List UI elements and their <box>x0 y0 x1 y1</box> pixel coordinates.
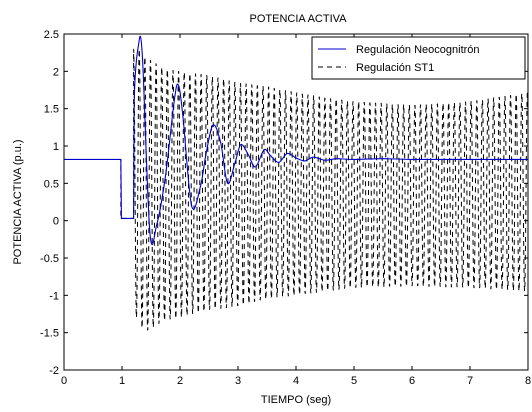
x-tick-label-6: 6 <box>409 375 415 387</box>
legend-box <box>311 36 526 80</box>
x-tick-label-2: 2 <box>177 375 183 387</box>
ticks-layer: 0 1 2 3 4 5 6 7 8 -2 -1.5 -1 -0.5 0 0.5 1 1.5 2 2.5 <box>40 29 531 387</box>
y-tick-label-7: 1.5 <box>44 104 59 116</box>
y-tick-label-8: 2 <box>53 66 59 78</box>
y-tick-label-2: -1 <box>49 290 59 302</box>
x-axis-title: TIEMPO (seg) <box>261 394 331 406</box>
plot-frame <box>63 33 529 371</box>
y-tick-label-9: 2.5 <box>44 29 59 41</box>
x-tick-label-4: 4 <box>293 375 299 387</box>
x-tick-label-3: 3 <box>235 375 241 387</box>
y-tick-label-3: -0.5 <box>40 253 59 265</box>
y-tick-label-5: 0.5 <box>44 178 59 190</box>
y-axis-title: POTENCIA ACTIVA (p.u.) <box>12 139 24 264</box>
y-tick-label-6: 1 <box>53 141 59 153</box>
y-tick-label-0: -2 <box>49 365 59 377</box>
y-tick-label-1: -1.5 <box>40 328 59 340</box>
series-neocognitron-line <box>64 35 528 246</box>
legend-entry-neocognitron: Regulación Neocognitrón <box>356 44 480 56</box>
x-tick-label-7: 7 <box>467 375 473 387</box>
x-tick-label-5: 5 <box>351 375 357 387</box>
legend-entry-st1: Regulación ST1 <box>356 62 434 74</box>
x-tick-label-1: 1 <box>119 375 125 387</box>
y-tick-label-4: 0 <box>53 216 59 228</box>
series-layer <box>64 35 529 331</box>
x-tick-label-0: 0 <box>61 375 67 387</box>
series-st1-line <box>64 48 529 331</box>
legend: Regulación Neocognitrón Regulación ST1 <box>311 36 526 80</box>
chart-title: POTENCIA ACTIVA <box>250 13 348 25</box>
x-tick-label-8: 8 <box>525 375 531 387</box>
